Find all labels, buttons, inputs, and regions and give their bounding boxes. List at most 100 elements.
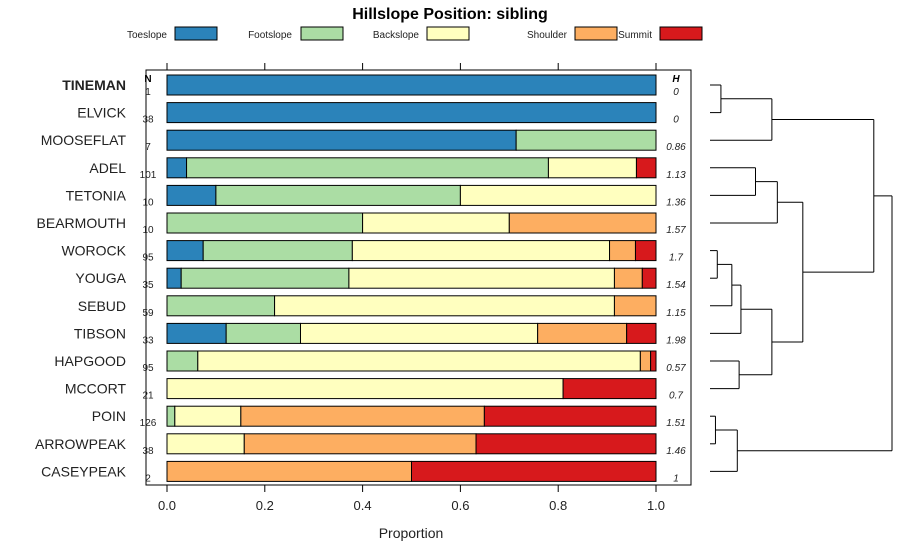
row-label: TIBSON: [74, 325, 126, 341]
legend-label-footslope: Footslope: [248, 30, 292, 41]
n-value: 10: [142, 197, 154, 208]
n-values: 1 38 7 101 10 10 95 35 59 33 95 21 126 38 2: [140, 87, 157, 484]
n-value: 95: [142, 363, 154, 374]
h-value: 0.7: [669, 391, 683, 402]
legend-swatch-toeslope: [174, 26, 218, 41]
bar-segment-arrowpeak-shoulder: [243, 433, 477, 455]
row-label: ADEL: [89, 160, 126, 176]
bar-segment-bearmouth-backslope: [362, 212, 510, 234]
bar-segment-elvick-toeslope: [166, 102, 657, 124]
row-label: MCCORT: [65, 381, 127, 397]
h-value: 0: [673, 115, 679, 126]
n-value: 95: [142, 253, 154, 264]
n-value: 101: [140, 170, 157, 181]
bar-segment-youga-summit: [641, 267, 657, 289]
plot-frame: [145, 69, 692, 486]
n-value: 38: [142, 446, 154, 457]
h-value: 1.51: [666, 418, 685, 429]
bar-segment-hapgood-footslope: [166, 350, 199, 372]
bar-segment-adel-toeslope: [166, 157, 188, 179]
bar-segment-sebud-footslope: [166, 295, 276, 317]
row-label: YOUGA: [75, 270, 126, 286]
bar-segment-mooseflat-toeslope: [166, 129, 517, 151]
bar-segment-worock-toeslope: [166, 240, 204, 262]
bar-segment-adel-summit: [635, 157, 657, 179]
legend-label-toeslope: Toeslope: [127, 30, 167, 41]
bar-segment-tetonia-toeslope: [166, 184, 217, 206]
legend-label-shoulder: Shoulder: [527, 30, 568, 41]
h-value: 0.86: [666, 142, 686, 153]
h-header: H: [672, 74, 680, 85]
x-axis: 0.0 0.2 0.4 0.6 0.8 1.0: [158, 485, 665, 513]
n-value: 33: [142, 335, 154, 346]
bar-segment-bearmouth-shoulder: [508, 212, 657, 234]
bar-segment-tibson-shoulder: [537, 322, 628, 344]
h-value: 1.36: [666, 197, 686, 208]
bar-segment-caseypeak-shoulder: [166, 460, 412, 482]
row-label: MOOSEFLAT: [41, 132, 127, 148]
bar-segment-tibson-summit: [626, 322, 657, 344]
bar-segment-hapgood-backslope: [197, 350, 641, 372]
bar-segment-poin-summit: [483, 405, 657, 427]
h-value: 1.98: [666, 335, 686, 346]
n-value: 21: [142, 391, 154, 402]
h-value: 1.15: [666, 308, 686, 319]
row-label: CASEYPEAK: [41, 463, 126, 479]
bar-segment-worock-backslope: [351, 240, 611, 262]
n-value: 59: [142, 308, 154, 319]
bar-segment-sebud-backslope: [274, 295, 615, 317]
h-value: 1.13: [666, 170, 686, 181]
bar-segment-bearmouth-footslope: [166, 212, 364, 234]
h-value: 1.54: [666, 280, 686, 291]
row-label: TINEMAN: [62, 77, 126, 93]
bar-segment-tetonia-backslope: [459, 184, 657, 206]
x-tick-label: 1.0: [647, 498, 665, 513]
row-label: TETONIA: [66, 187, 127, 203]
row-label: BEARMOUTH: [37, 215, 126, 231]
h-value: 1.46: [666, 446, 686, 457]
bar-segment-arrowpeak-summit: [475, 433, 657, 455]
row-label: HAPGOOD: [54, 353, 126, 369]
bar-segment-hapgood-shoulder: [639, 350, 652, 372]
bar-segment-worock-summit: [634, 240, 657, 262]
n-value: 1: [145, 87, 151, 98]
legend-label-backslope: Backslope: [373, 30, 420, 41]
h-value: 1.57: [666, 225, 686, 236]
row-label: ELVICK: [77, 105, 126, 121]
x-tick-label: 0.4: [354, 498, 372, 513]
legend-swatch-shoulder: [574, 26, 618, 41]
bar-segment-arrowpeak-backslope: [166, 433, 245, 455]
bar-segment-youga-backslope: [348, 267, 615, 289]
row-label: SEBUD: [78, 298, 126, 314]
h-value: 1.7: [669, 253, 683, 264]
n-value: 35: [142, 280, 154, 291]
top-axis-ticks: [166, 63, 657, 70]
bar-segment-youga-shoulder: [613, 267, 643, 289]
x-tick-label: 0.6: [451, 498, 469, 513]
legend: Toeslope Footslope Backslope Shoulder Summit: [127, 26, 703, 41]
x-tick-label: 0.2: [256, 498, 274, 513]
h-value: 1: [673, 473, 679, 484]
bar-segment-sebud-shoulder: [613, 295, 657, 317]
bar-segment-youga-footslope: [180, 267, 350, 289]
bar-segment-poin-shoulder: [240, 405, 485, 427]
bar-segment-mooseflat-footslope: [515, 129, 657, 151]
legend-swatch-backslope: [426, 26, 470, 41]
row-label: WOROCK: [61, 243, 126, 259]
bar-segment-worock-shoulder: [609, 240, 636, 262]
bar-segment-mccort-summit: [562, 378, 657, 400]
row-label: POIN: [92, 408, 126, 424]
legend-label-summit: Summit: [618, 30, 652, 41]
bar-segment-adel-footslope: [186, 157, 549, 179]
x-axis-label: Proportion: [379, 525, 444, 541]
bar-segment-hapgood-summit: [650, 350, 657, 372]
bar-segment-tibson-backslope: [299, 322, 539, 344]
n-value: 126: [140, 418, 157, 429]
h-value: 0: [673, 87, 679, 98]
legend-swatch-summit: [659, 26, 703, 41]
legend-swatch-footslope: [300, 26, 344, 41]
bar-segment-tineman-toeslope: [166, 74, 657, 96]
n-value: 38: [142, 115, 154, 126]
bar-segment-poin-footslope: [166, 405, 176, 427]
